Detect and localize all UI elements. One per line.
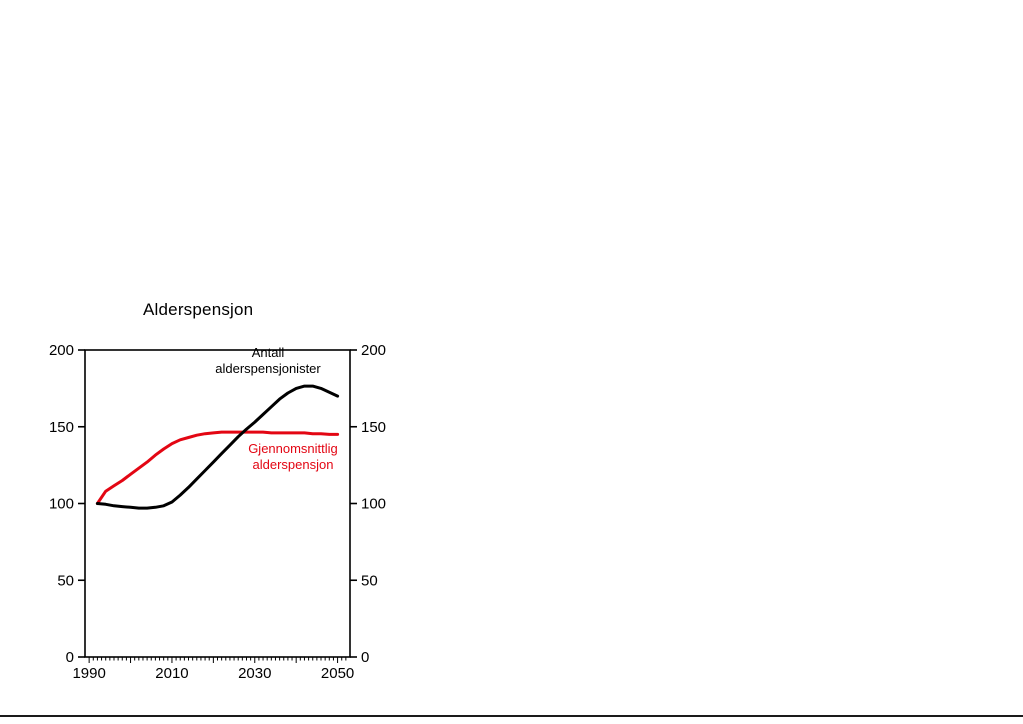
series-line-1 (95, 430, 340, 505)
x-tick-label: 2010 (155, 665, 188, 682)
chart-title: Alderspensjon (143, 300, 254, 319)
y-tick-label-left: 100 (49, 496, 74, 513)
x-tick-label: 2030 (238, 665, 271, 682)
series-label-1: Gjennomsnittlig alderspensjon (248, 441, 338, 472)
y-tick-label-left: 200 (49, 342, 74, 359)
bottom-divider (0, 715, 1023, 717)
y-tick-label-right: 100 (361, 496, 386, 513)
chart-canvas: 0 0 50 50 100 100 150 150 200 200 1990 2010 2030 2050… (49, 342, 386, 682)
plot-frame (84, 349, 351, 658)
series-line-0 (95, 384, 340, 510)
y-tick-label-right: 50 (361, 572, 378, 589)
y-tick-label-right: 0 (361, 649, 369, 666)
y-tick-label-right: 150 (361, 419, 386, 436)
y-tick-label-left: 150 (49, 419, 74, 436)
y-tick-label-left: 50 (57, 572, 74, 589)
y-tick-label-right: 200 (361, 342, 386, 359)
x-tick-label: 2050 (321, 665, 354, 682)
y-tick-label-left: 0 (66, 649, 74, 666)
series-label-0: Antall alderspensjonister (215, 345, 321, 376)
x-tick-label: 1990 (72, 665, 105, 682)
